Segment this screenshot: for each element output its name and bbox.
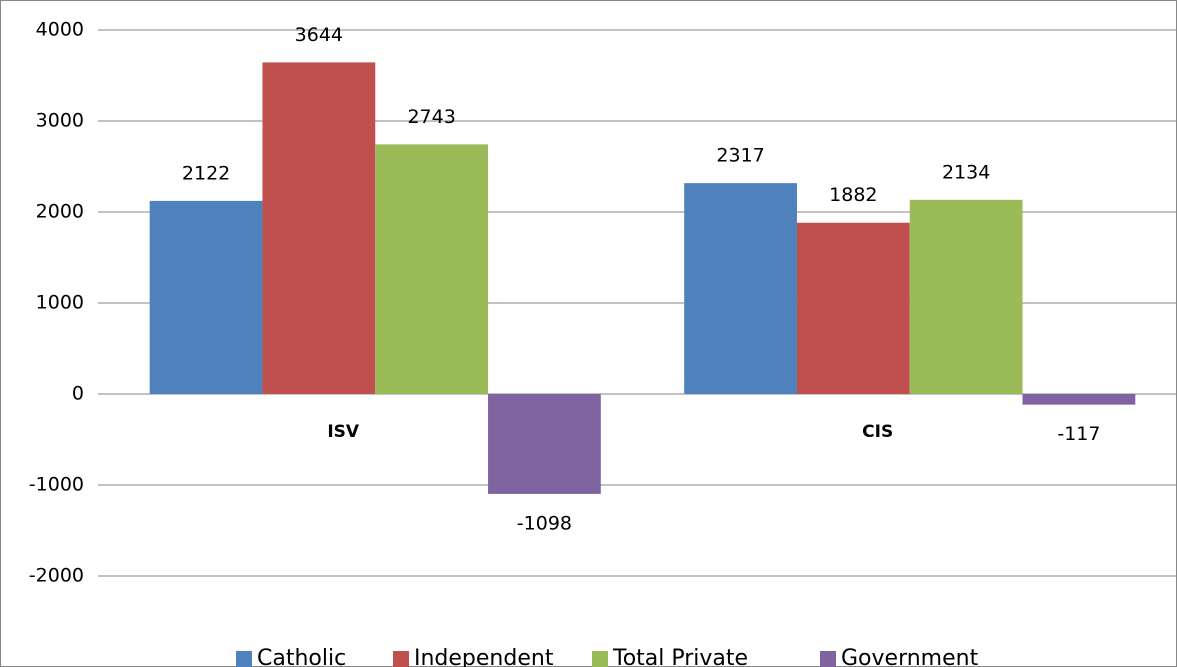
legend-swatch [236, 651, 252, 667]
y-tick-label: 4000 [36, 19, 84, 41]
data-label: 3644 [295, 24, 343, 46]
y-tick-label: -1000 [29, 474, 84, 496]
bar [909, 199, 1023, 394]
bar [375, 144, 489, 394]
data-label: 2743 [407, 106, 455, 128]
y-tick-label: 3000 [36, 110, 84, 132]
legend-swatch [393, 651, 409, 667]
bar [1022, 394, 1136, 405]
y-tick-label: 1000 [36, 292, 84, 314]
x-tick-label: CIS [862, 422, 893, 442]
legend-label: Total Private [612, 646, 748, 667]
bar [262, 62, 376, 395]
legend-label: Government [841, 646, 979, 667]
data-label: -117 [1057, 423, 1100, 445]
legend-label: Catholic [257, 646, 346, 667]
legend-swatch [820, 651, 836, 667]
data-label: 2122 [182, 162, 230, 184]
data-label: 1882 [829, 184, 877, 206]
y-tick-label: 2000 [36, 201, 84, 223]
y-tick-label: -2000 [29, 565, 84, 587]
legend-label: Independent [414, 646, 554, 667]
bar [796, 222, 910, 394]
bar [488, 394, 601, 494]
data-label: 2134 [942, 161, 990, 183]
bar [684, 183, 797, 394]
data-label: 2317 [716, 145, 764, 167]
bar [149, 200, 263, 394]
x-tick-label: ISV [327, 422, 360, 442]
data-label: -1098 [517, 512, 572, 534]
legend-swatch [592, 651, 608, 667]
y-tick-label: 0 [72, 383, 84, 405]
